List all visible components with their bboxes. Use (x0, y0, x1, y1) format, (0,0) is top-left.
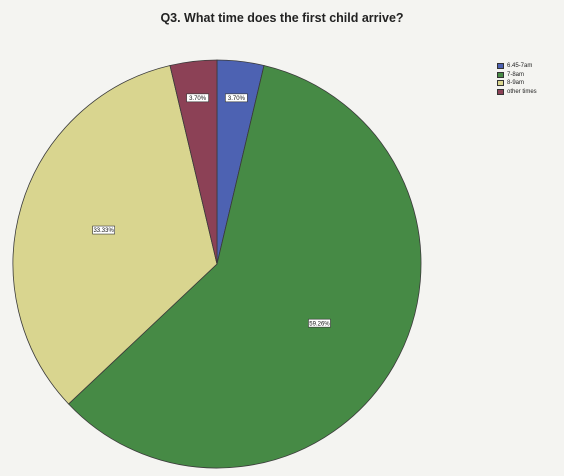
legend-item-8-9am: 8-9am (497, 79, 537, 88)
data-label-7-8am: 59.26% (308, 318, 331, 328)
legend-label: 6.45-7am (507, 63, 533, 70)
legend-item-6-45-7am: 6.45-7am (497, 62, 537, 71)
legend-swatch (497, 80, 504, 87)
svg-text:3.70%: 3.70% (228, 96, 246, 102)
legend-label: 7-8am (507, 71, 525, 78)
chart-title: Q3. What time does the first child arriv… (160, 11, 404, 25)
legend-item-other-times: other times (497, 88, 537, 97)
slice-other-times (169, 59, 218, 265)
legend-swatch (497, 71, 504, 78)
svg-text:33.33%: 33.33% (93, 228, 114, 234)
data-label-other-times: 3.70% (186, 93, 209, 103)
legend: 6.45-7am 7-8am 8-9am other times (497, 62, 537, 96)
slice-7-8am (68, 65, 422, 469)
data-label-6-45-7am: 3.70% (225, 93, 248, 103)
legend-swatch (497, 63, 504, 70)
svg-text:3.70%: 3.70% (189, 96, 207, 102)
data-label-8-9am: 33.33% (92, 225, 115, 235)
slice-8-9am (12, 65, 218, 405)
legend-swatch (497, 88, 504, 95)
legend-item-7-8am: 7-8am (497, 71, 537, 80)
legend-label: other times (507, 88, 537, 95)
legend-label: 8-9am (507, 80, 525, 87)
svg-text:59.26%: 59.26% (309, 321, 330, 327)
